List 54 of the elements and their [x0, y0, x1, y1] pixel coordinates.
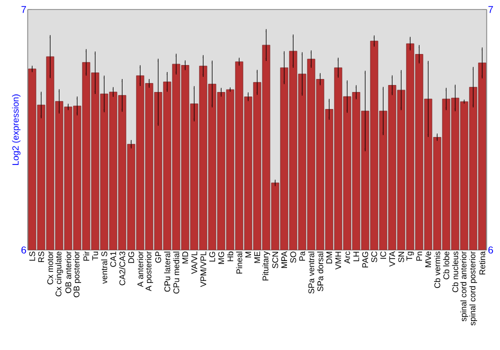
- x-tick-label: MPA: [281, 251, 288, 268]
- x-tick-label: LS: [29, 252, 36, 261]
- x-tick-label: SPa dorsal: [317, 252, 324, 292]
- x-tick-label: IC: [380, 252, 386, 259]
- x-tick-label: LH: [353, 252, 360, 262]
- x-tick-label: VPM/VPL: [200, 251, 206, 288]
- x-tick-label: VTA: [389, 251, 396, 267]
- x-tick-label: GP: [155, 252, 162, 263]
- x-tick-label: CPu lateral: [164, 252, 170, 292]
- x-tick-label: MD: [182, 252, 188, 264]
- x-tick-label: Pituitary: [262, 251, 270, 280]
- x-tick-label: Tu: [92, 252, 98, 260]
- x-tick-label: Pineal: [236, 252, 242, 274]
- x-tick-label: Cb vermis: [434, 252, 440, 288]
- x-tick-label: Pir: [83, 251, 90, 261]
- x-tick-label: Cx cingulate: [55, 252, 64, 296]
- x-tick-label: OB anterior: [65, 251, 72, 294]
- x-tick-label: ventral S: [101, 252, 108, 284]
- x-tick-label: OB posterior: [73, 251, 82, 298]
- x-tick-label: VMH: [335, 252, 342, 270]
- x-tick-label: spinal cord posterior: [469, 251, 478, 326]
- x-tick-label: Cb nucleus: [452, 252, 458, 292]
- x-tick-label: M: [245, 252, 252, 258]
- x-tick-label: Hb: [227, 252, 234, 262]
- x-tick-label: MVe: [425, 252, 432, 268]
- y-axis-title: Log2 (expression): [12, 94, 20, 165]
- x-tick-label: SCN: [272, 252, 278, 268]
- x-tick-label: DM: [326, 252, 332, 264]
- x-tick-label: RS: [38, 252, 44, 262]
- x-tick-label: Retina: [479, 251, 486, 274]
- x-tick-label: Cb lobe: [443, 252, 450, 280]
- x-tick-label: SC: [371, 252, 378, 262]
- x-tick-label: PAG: [362, 252, 368, 268]
- x-tick-label: SO: [290, 252, 296, 263]
- x-tick-label: CA1: [110, 252, 116, 267]
- x-tick-label: Arc: [344, 251, 350, 264]
- x-tick-label: SN: [398, 252, 404, 262]
- x-tick-label: spinal cord anterior: [460, 251, 468, 322]
- x-tick-label: A anterior: [137, 251, 144, 288]
- x-tick-label: CA2/CA3: [119, 252, 126, 286]
- x-tick-label: MG: [218, 252, 224, 264]
- x-tick-label: A posterior: [145, 251, 154, 292]
- x-tick-label: VA/VL: [191, 251, 198, 274]
- x-tick-label: Tg: [406, 252, 414, 261]
- y2-tick-label: 7: [488, 6, 493, 13]
- x-tick-label: Pn: [416, 252, 422, 261]
- x-tick-label: DG: [128, 252, 134, 263]
- y2-tick-label: 6: [488, 246, 494, 254]
- x-tick-label: ME: [254, 252, 260, 263]
- x-tick-label: Cx motor: [47, 251, 54, 284]
- x-tick-label: Pa: [299, 251, 306, 261]
- x-tick-label: CPu medial: [173, 252, 180, 294]
- x-tick-label: LG: [209, 252, 216, 262]
- x-tick-label: SPa ventral: [308, 252, 314, 294]
